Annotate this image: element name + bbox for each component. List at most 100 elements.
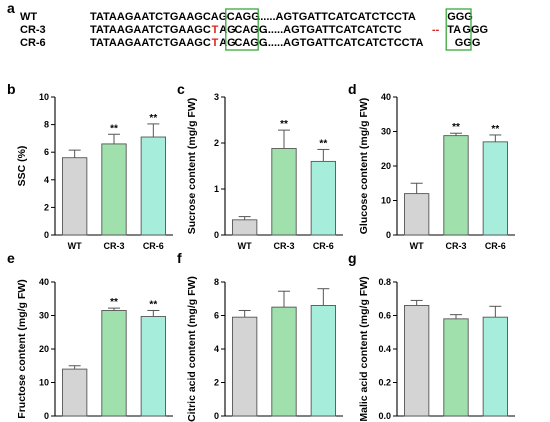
panel-letter-d: d: [348, 81, 357, 97]
bar-cr-6: [140, 136, 166, 236]
sequence-segment: AG: [219, 24, 236, 36]
y-tick-label: 40: [39, 277, 49, 287]
sequence-row-label: CR-3: [20, 24, 46, 36]
significance-marker: **: [149, 299, 157, 310]
sequence-row-label: CR-6: [20, 37, 46, 49]
y-tick-label: 0.6: [378, 311, 391, 321]
sequence-segment: GGG: [455, 37, 481, 49]
panel-letter-e: e: [7, 250, 15, 266]
bar-wt: [62, 157, 88, 236]
significance-marker: **: [319, 138, 327, 149]
panel-letter-c: c: [177, 81, 185, 97]
sequence-alignment: a WT TATAAGAATCTGAAGCAG CAGG......AGTGATTC…: [7, 0, 488, 51]
y-tick-label: 0: [214, 411, 219, 421]
sequence-segment: T: [212, 24, 219, 36]
y-axis-label: Citric acid content (mg/g FW): [186, 276, 198, 422]
y-tick-label: 6: [214, 311, 219, 321]
chart-panel-b: b 0 2 4 6 8 10 SSC (%) WT ** CR-3 ** CR-6: [7, 81, 173, 251]
sequence-segment: CAGG: [234, 37, 267, 49]
bar-wt: [404, 305, 430, 417]
significance-marker: **: [149, 113, 157, 124]
sequence-segment: T: [212, 37, 219, 49]
sequence-segment: GGG: [447, 11, 473, 23]
bar-cr-3: [271, 148, 297, 236]
bar-cr-3: [443, 135, 469, 236]
bar-cr-6: [482, 141, 508, 236]
y-tick-label: 40: [381, 92, 391, 102]
bar-wt: [232, 219, 258, 236]
x-tick-label: CR-3: [103, 241, 124, 251]
panel-letter-b: b: [7, 81, 16, 97]
bar-wt: [232, 316, 258, 417]
sequence-segment: TATAAGAATCTGAAGC: [90, 37, 211, 49]
bar-cr-3: [101, 310, 127, 417]
pam-highlight-box-left: [225, 8, 259, 51]
y-tick-label: 0.8: [378, 277, 391, 287]
x-tick-label: CR-3: [445, 241, 466, 251]
bar-cr-3: [271, 306, 297, 417]
y-tick-label: 10: [39, 378, 49, 388]
significance-marker: **: [452, 122, 460, 133]
bar-cr-3: [101, 143, 127, 236]
bar-wt: [404, 193, 430, 236]
y-tick-label: 30: [39, 311, 49, 321]
y-axis-label: Fructose content (mg/g FW): [16, 279, 28, 418]
y-tick-label: 0: [44, 230, 49, 240]
bar-cr-6: [310, 305, 336, 417]
sequence-segment: AG: [219, 37, 236, 49]
sequence-segment: TATAAGAATCTGAAGCAG: [90, 11, 227, 23]
y-axis-label: Malic acid content (mg/g FW): [358, 276, 370, 421]
y-tick-label: 4: [214, 344, 219, 354]
x-tick-label: WT: [410, 241, 424, 251]
y-tick-label: 10: [381, 196, 391, 206]
sequence-segment: TA: [447, 24, 461, 36]
bar-wt: [62, 368, 88, 417]
panel-letter-g: g: [348, 250, 357, 266]
significance-marker: **: [491, 124, 499, 135]
y-axis-label: Sucrose content (mg/g FW): [186, 98, 198, 235]
y-tick-label: 0.2: [378, 378, 391, 388]
y-tick-label: 6: [44, 147, 49, 157]
bar-cr-6: [482, 316, 508, 417]
sequence-segment: ......AGTGATTCATCATCTC: [265, 24, 402, 36]
y-axis-label: SSC (%): [16, 146, 28, 187]
sequence-row-label: WT: [20, 11, 37, 23]
chart-panel-g: g 0.0 0.2 0.4 0.6 0.8 Malic acid content (mg/g…: [348, 250, 515, 422]
x-tick-label: CR-6: [313, 241, 334, 251]
y-tick-label: 0: [44, 411, 49, 421]
significance-marker: **: [280, 119, 288, 130]
y-tick-label: 20: [39, 344, 49, 354]
y-tick-label: 10: [39, 92, 49, 102]
x-tick-label: CR-6: [143, 241, 164, 251]
bar-cr-6: [310, 160, 336, 236]
sequence-segment: ......AGTGATTCATCATCTCCTA: [257, 11, 416, 23]
significance-marker: **: [110, 297, 118, 308]
y-tick-label: 30: [381, 127, 391, 137]
bar-cr-6: [140, 316, 166, 417]
y-tick-label: 2: [214, 378, 219, 388]
y-tick-label: 20: [381, 161, 391, 171]
sequence-segment: ......AGTGATTCATCATCTCCTA: [265, 37, 424, 49]
panel-letter-f: f: [177, 250, 182, 266]
y-tick-label: 1: [214, 184, 219, 194]
x-tick-label: CR-6: [485, 241, 506, 251]
sequence-segment: TATAAGAATCTGAAGC: [90, 24, 211, 36]
x-tick-label: CR-3: [273, 241, 294, 251]
x-tick-label: WT: [238, 241, 252, 251]
pam-highlight-box-right: [445, 8, 472, 51]
y-tick-label: 0: [386, 230, 391, 240]
y-axis-label: Glucose content (mg/g FW): [358, 98, 370, 235]
y-tick-label: 3: [214, 92, 219, 102]
sequence-rows: WT TATAAGAATCTGAAGCAG CAGG......AGTGATTCAT…: [20, 8, 488, 51]
y-tick-label: 0.4: [378, 344, 391, 354]
significance-marker: **: [110, 123, 118, 134]
y-tick-label: 0: [214, 230, 219, 240]
y-tick-label: 8: [214, 277, 219, 287]
panel-letter-a: a: [7, 0, 15, 16]
y-tick-label: 8: [44, 120, 49, 130]
y-tick-label: 0.0: [378, 411, 391, 421]
sequence-segment: CAGG: [227, 11, 260, 23]
